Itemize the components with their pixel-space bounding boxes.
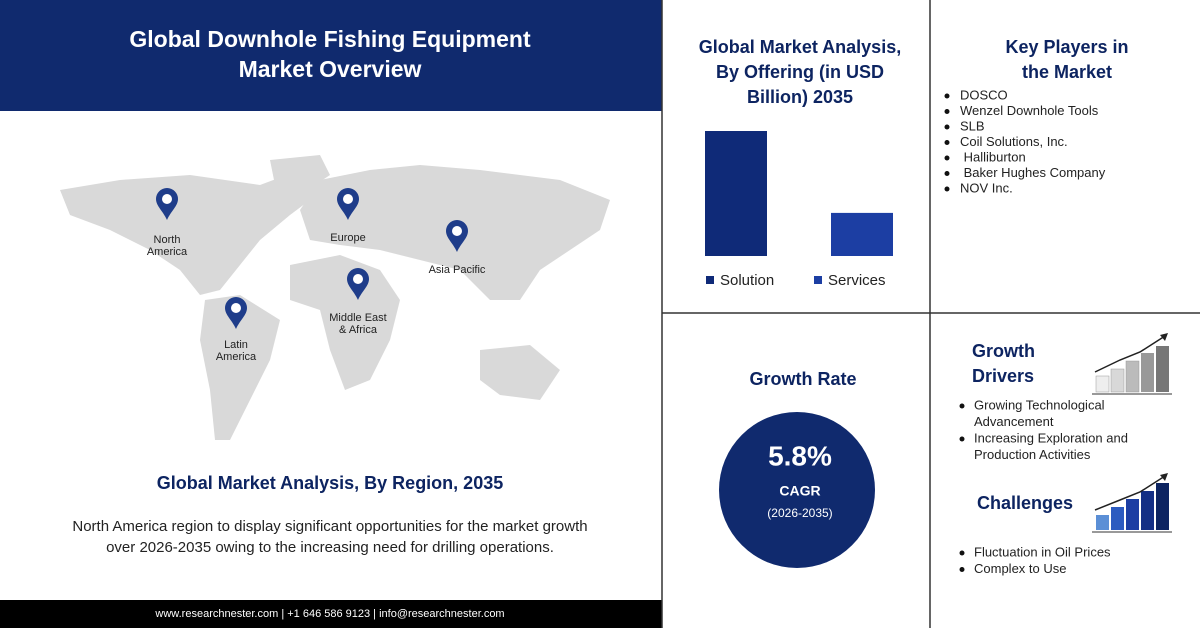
region-label: Europe bbox=[330, 232, 365, 244]
key-players-title: Key Players in bbox=[1005, 37, 1128, 57]
region-label: & Africa bbox=[339, 324, 378, 336]
map-pin-dot bbox=[353, 274, 363, 284]
legend-swatch bbox=[814, 276, 822, 284]
key-players-title: the Market bbox=[1022, 62, 1112, 82]
header-title: Global Downhole Fishing Equipment bbox=[129, 26, 531, 52]
region-label: America bbox=[147, 246, 188, 258]
growth-drivers-item: Growing Technological bbox=[974, 397, 1105, 412]
region-title: Global Market Analysis, By Region, 2035 bbox=[157, 473, 503, 493]
world-map bbox=[60, 155, 610, 440]
growth-drivers-item: Production Activities bbox=[974, 447, 1091, 462]
challenges-title: Challenges bbox=[977, 493, 1073, 513]
drivers-icon bbox=[1092, 333, 1172, 395]
header-title: Market Overview bbox=[239, 56, 422, 82]
region-label: Latin bbox=[224, 339, 248, 351]
key-player: Halliburton bbox=[960, 149, 1026, 164]
legend-label: Solution bbox=[720, 272, 774, 289]
key-player: SLB bbox=[960, 118, 985, 133]
drivers-title: Drivers bbox=[972, 366, 1034, 386]
cagr-label: CAGR bbox=[779, 483, 820, 499]
challenges-item: Complex to Use bbox=[974, 561, 1066, 576]
growth-drivers-item: Advancement bbox=[974, 414, 1054, 429]
map-pin-dot bbox=[343, 194, 353, 204]
bullet bbox=[944, 93, 950, 99]
growth-rate-title: Growth Rate bbox=[749, 369, 856, 389]
chart-title: Billion) 2035 bbox=[747, 87, 853, 107]
bullet bbox=[944, 124, 950, 130]
bullet bbox=[944, 155, 950, 161]
bullet bbox=[944, 171, 950, 176]
bullet bbox=[944, 186, 950, 192]
key-player: NOV Inc. bbox=[960, 180, 1013, 195]
bullet bbox=[944, 140, 950, 145]
chart-title: By Offering (in USD bbox=[716, 62, 884, 82]
footer-text: www.researchnester.com | +1 646 586 9123… bbox=[154, 608, 504, 620]
bullet bbox=[959, 550, 965, 556]
region-label: America bbox=[216, 351, 257, 363]
key-player: Coil Solutions, Inc. bbox=[960, 134, 1068, 149]
region-description: over 2026-2035 owing to the increasing n… bbox=[106, 539, 554, 556]
bar bbox=[705, 131, 767, 256]
map-pin-dot bbox=[452, 226, 462, 236]
cagr-period: (2026-2035) bbox=[767, 506, 832, 520]
header-band bbox=[0, 0, 662, 111]
bullet bbox=[959, 567, 965, 572]
region-description: North America region to display signific… bbox=[72, 518, 587, 535]
region-label: Middle East bbox=[329, 312, 386, 324]
region-label: North bbox=[154, 234, 181, 246]
key-player: DOSCO bbox=[960, 87, 1008, 102]
legend-label: Services bbox=[828, 272, 886, 289]
map-pin-dot bbox=[231, 303, 241, 313]
challenges-icon bbox=[1092, 473, 1172, 533]
growth-drivers-item: Increasing Exploration and bbox=[974, 430, 1128, 445]
challenges-item: Fluctuation in Oil Prices bbox=[974, 544, 1111, 559]
cagr-circle bbox=[719, 412, 875, 568]
bar bbox=[831, 212, 893, 256]
key-player: Baker Hughes Company bbox=[960, 165, 1106, 180]
key-player: Wenzel Downhole Tools bbox=[960, 103, 1099, 118]
map-pin-dot bbox=[162, 194, 172, 204]
bullet bbox=[944, 109, 950, 114]
chart-title: Global Market Analysis, bbox=[699, 37, 901, 57]
footer-band bbox=[0, 600, 662, 628]
bullet bbox=[959, 436, 965, 442]
bullet bbox=[959, 403, 965, 409]
region-label: Asia Pacific bbox=[429, 264, 486, 276]
legend-swatch bbox=[706, 276, 714, 284]
drivers-title: Growth bbox=[972, 341, 1035, 361]
cagr-value: 5.8% bbox=[768, 440, 832, 471]
